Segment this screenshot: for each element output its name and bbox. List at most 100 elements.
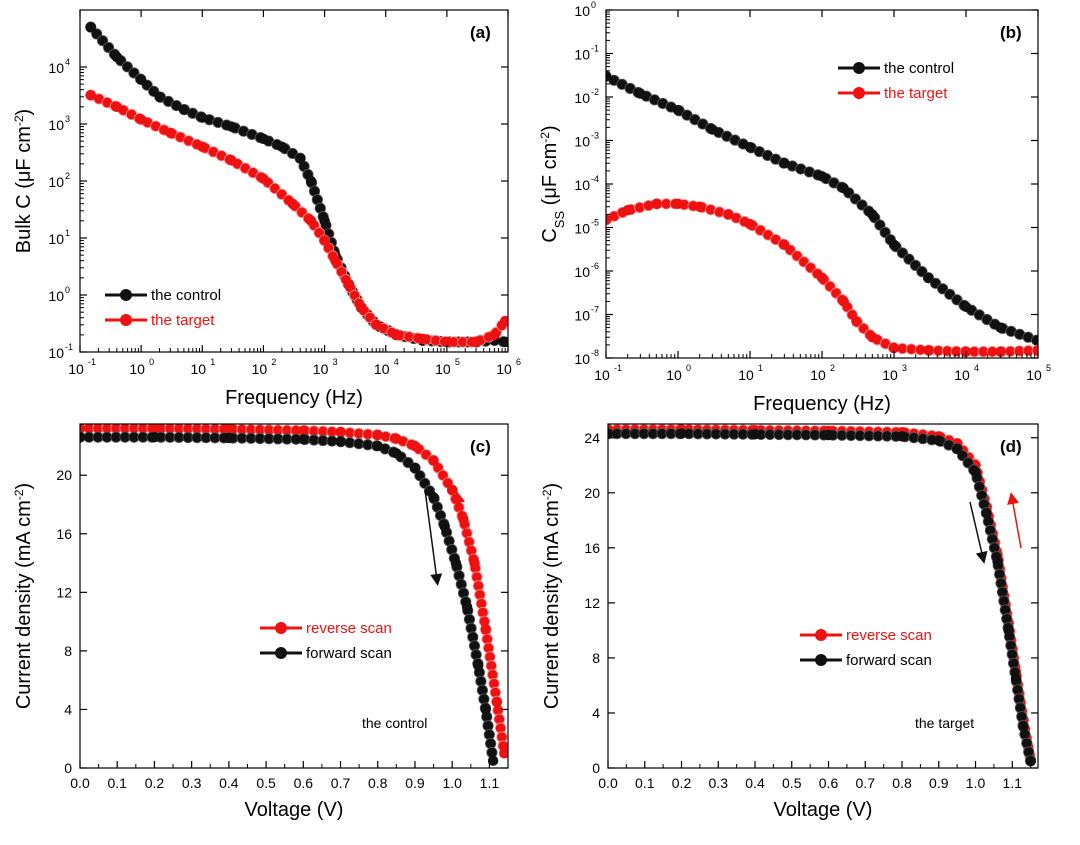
y-tick-exponent: -8 — [591, 348, 599, 358]
legend-entry-forward-c: forward scan — [306, 645, 392, 662]
x-tick-label: 0.3 — [182, 775, 202, 791]
data-point — [489, 329, 500, 341]
x-tick-label: 10 — [129, 361, 145, 377]
data-point — [391, 433, 402, 444]
data-point — [744, 142, 756, 153]
data-point — [473, 660, 484, 671]
data-point — [823, 429, 834, 441]
panel-a: 10 -1 10 0 10 1 10 2 10 3 10 4 10 5 10 610 -110 010 110 210… — [12, 9, 521, 409]
forward-arrow-d — [969, 501, 988, 564]
annotation-c: the control — [362, 715, 427, 731]
legend-a: the control the target — [105, 287, 221, 329]
data-point — [319, 235, 330, 246]
y-tick-exponent: -6 — [591, 261, 599, 271]
data-point — [1032, 345, 1038, 356]
data-point — [933, 435, 944, 446]
data-point — [499, 748, 508, 759]
plot-frame-d — [607, 423, 1039, 769]
x-tick-label: 10 — [666, 367, 682, 383]
y-tick-label: 4 — [592, 705, 600, 721]
data-point — [372, 440, 383, 452]
legend-b: the control the target — [838, 60, 954, 102]
data-point — [298, 425, 309, 436]
y-tick-label: 10 — [48, 174, 64, 190]
x-tick-exponent: -1 — [88, 357, 96, 367]
data-point — [428, 455, 439, 466]
x-tick-label: 1.0 — [966, 775, 986, 791]
y-tick-label: 10 — [574, 134, 590, 150]
x-tick-label: 0.0 — [70, 775, 90, 791]
series-line-the-control — [606, 75, 1038, 342]
data-point — [1010, 673, 1022, 684]
reverse-arrow-c — [453, 491, 472, 561]
y-tick-label: 10 — [574, 177, 590, 193]
y-tick-exponent: 0 — [591, 0, 596, 10]
series-line-the-target — [90, 94, 507, 344]
plot-frame-a — [79, 9, 509, 353]
data-point — [500, 315, 508, 327]
plot-frame-c — [79, 423, 509, 769]
y-tick-label: 12 — [584, 595, 600, 611]
y-tick-label: 10 — [48, 345, 64, 361]
data-point — [80, 424, 86, 434]
y-tick-label: 8 — [592, 650, 600, 666]
data-point — [335, 436, 346, 447]
x-axis-label-b: Frequency (Hz) — [753, 393, 891, 415]
x-tick-label: 0.7 — [856, 775, 876, 791]
panel-label-d: (d) — [1000, 437, 1022, 456]
data-point — [276, 141, 288, 152]
y-tick-label: 4 — [64, 701, 72, 717]
data-point — [608, 428, 614, 439]
data-point — [838, 296, 849, 307]
y-tick-exponent: -5 — [591, 218, 599, 228]
data-point — [635, 88, 646, 99]
legend-c: reverse scan forward scan — [260, 620, 392, 662]
y-tick-label: 0 — [64, 760, 72, 776]
data-point — [995, 322, 1006, 333]
data-point — [651, 198, 662, 210]
legend-entry-control-b: the control — [884, 60, 954, 77]
legend-entry-reverse-c: reverse scan — [306, 620, 392, 637]
x-tick-label: 0.7 — [331, 775, 351, 791]
x-tick-label: 0.1 — [635, 775, 655, 791]
data-point — [258, 133, 269, 144]
x-tick-label: 10 — [435, 361, 451, 377]
data-point — [923, 272, 934, 283]
data-point — [450, 557, 462, 569]
data-point — [480, 704, 491, 715]
y-tick-exponent: 1 — [65, 228, 70, 238]
data-point — [295, 153, 306, 164]
reverse-arrow-d — [1007, 492, 1022, 549]
data-point — [409, 462, 421, 474]
x-tick-label: 0.0 — [598, 775, 618, 791]
panel-label-c: (c) — [470, 437, 491, 456]
x-tick-exponent: 6 — [516, 357, 521, 367]
x-tick-label: 0.2 — [145, 775, 165, 791]
y-tick-label: 16 — [56, 526, 72, 542]
data-point — [867, 332, 878, 343]
data-point — [1032, 335, 1038, 346]
data-point — [372, 429, 383, 441]
legend-entry-target-a: the target — [151, 312, 215, 329]
x-tick-exponent: -1 — [614, 363, 622, 373]
data-point — [197, 112, 208, 123]
data-point — [838, 183, 849, 194]
data-point — [469, 557, 480, 569]
data-point — [178, 104, 190, 115]
x-tick-label: 10 — [882, 367, 898, 383]
data-point — [391, 448, 402, 459]
data-point — [461, 601, 473, 613]
y-tick-exponent: -2 — [591, 87, 599, 97]
y-tick-label: 10 — [48, 117, 64, 133]
data-point — [343, 279, 355, 291]
data-point — [970, 466, 981, 478]
data-point — [951, 443, 963, 454]
panel-b: 10 -1 10 0 10 1 10 2 10 3 10 4 10 510 -810 -710 -610 -510… — [538, 0, 1051, 415]
y-tick-exponent: 3 — [65, 114, 70, 124]
y-tick-exponent: -1 — [65, 342, 73, 352]
x-tick-exponent: 3 — [902, 363, 907, 373]
legend-entry-target-b: the target — [884, 85, 948, 102]
data-point — [458, 513, 469, 525]
legend-d: reverse scan forward scan — [800, 627, 932, 669]
data-point — [226, 155, 237, 166]
